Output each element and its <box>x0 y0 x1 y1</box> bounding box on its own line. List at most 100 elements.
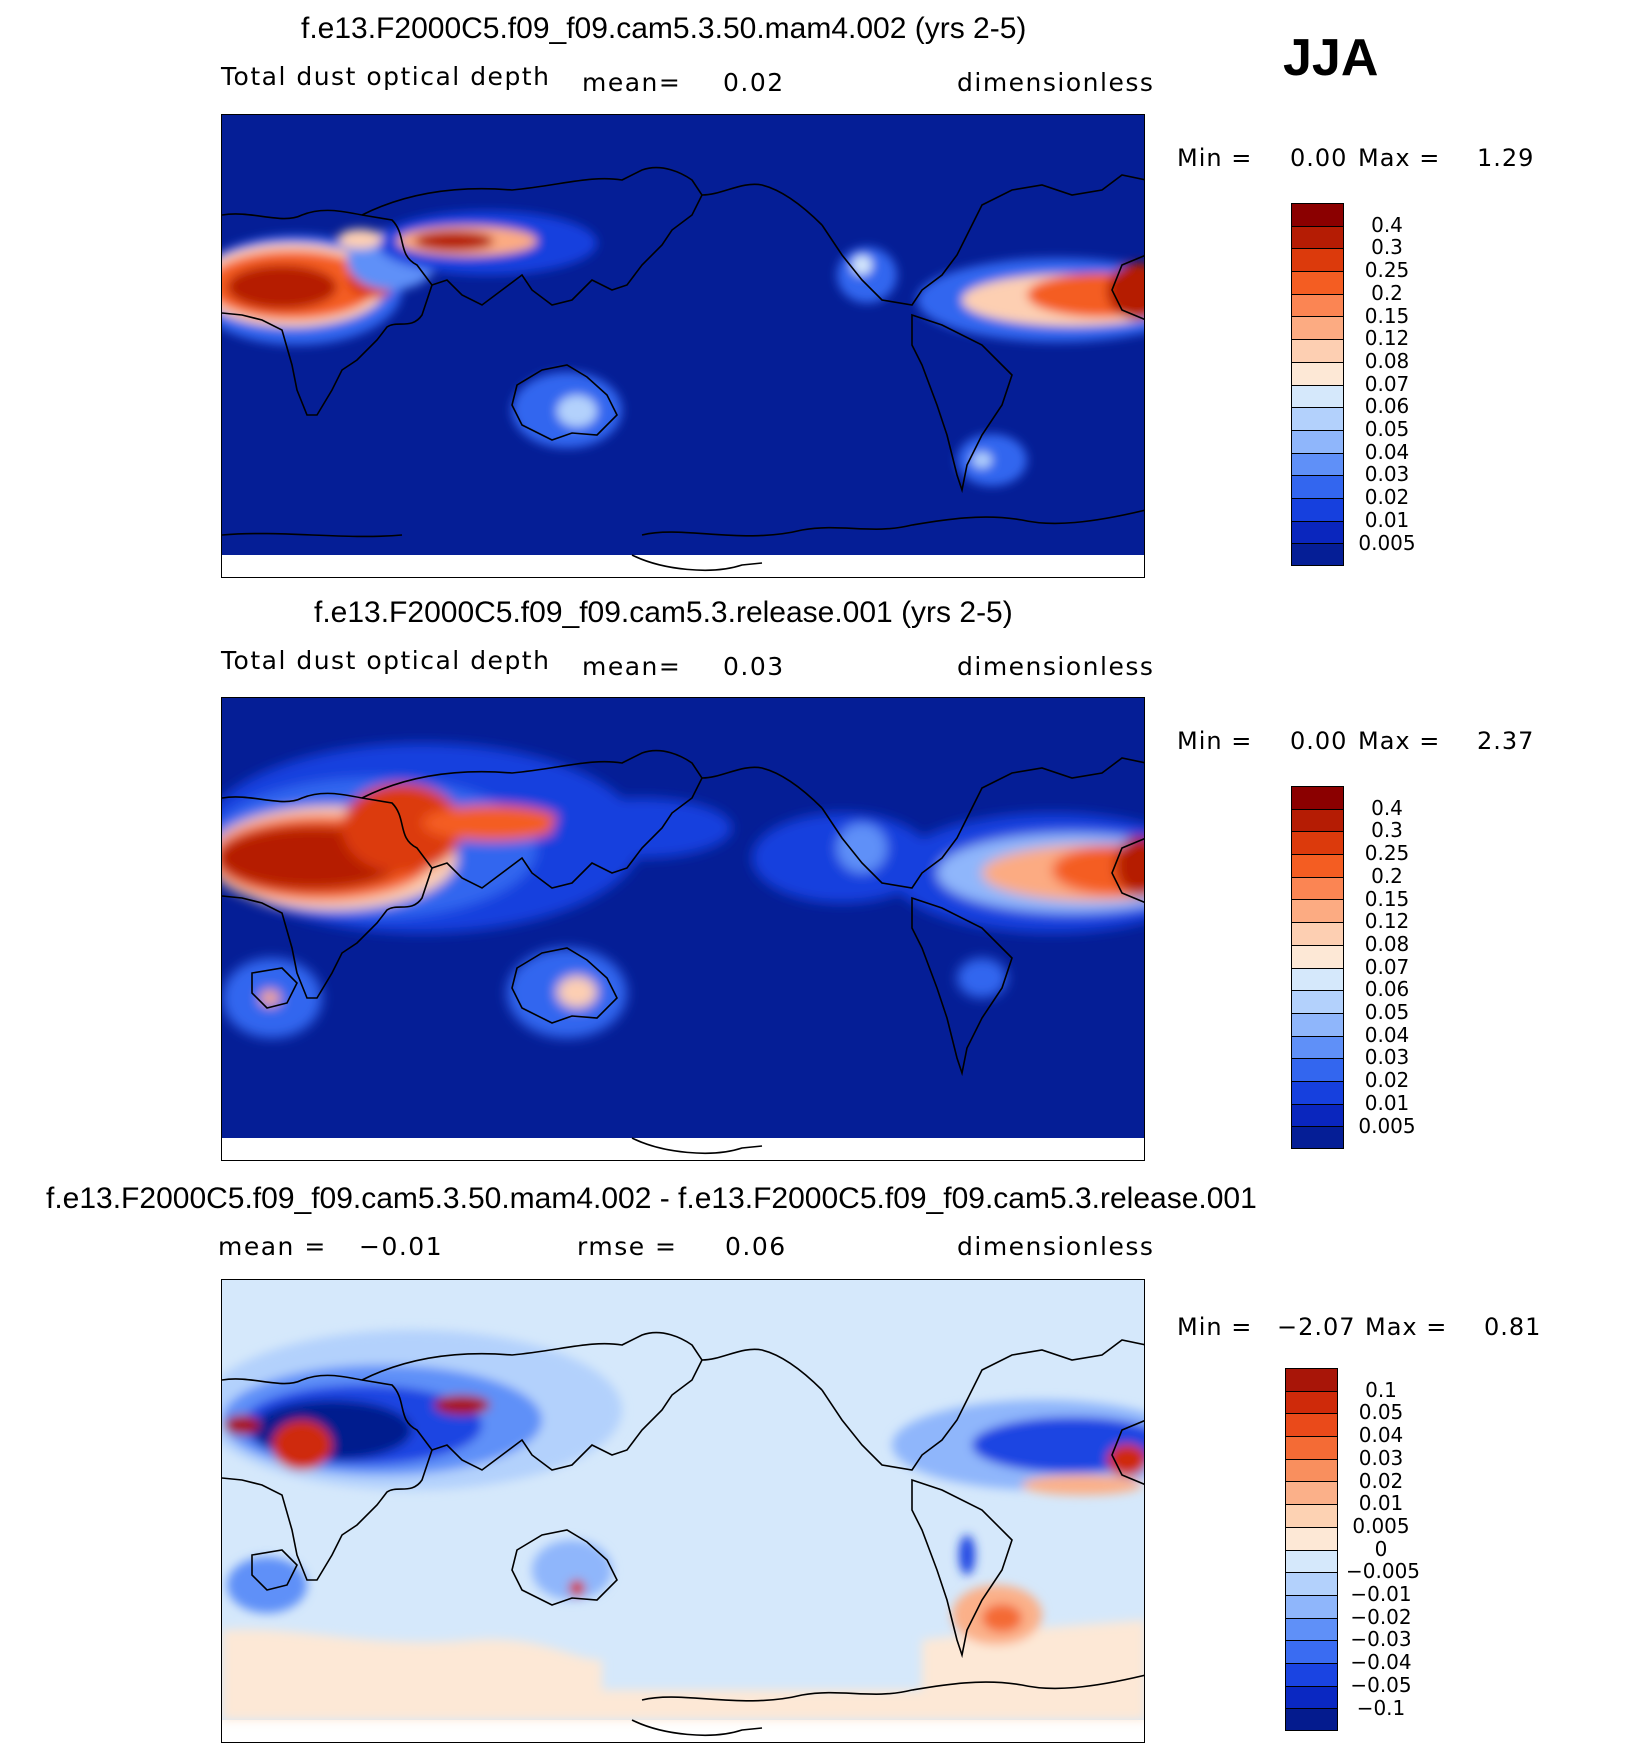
colorbar-swatch <box>1286 1595 1337 1619</box>
colorbar-swatch <box>1292 521 1343 545</box>
colorbar-level-label: 0.06 <box>1364 977 1410 1002</box>
colorbar-swatch <box>1292 1104 1343 1128</box>
colorbar-level-label: 0.08 <box>1364 348 1410 373</box>
colorbar-level-label: 0.15 <box>1364 303 1410 328</box>
colorbar-swatch <box>1286 1437 1337 1460</box>
colorbar-swatch <box>1292 1059 1343 1082</box>
panel3-min-label: Min = <box>1177 1313 1253 1341</box>
panel2-mean-value: 0.03 <box>723 652 785 681</box>
colorbar-swatch <box>1292 968 1343 992</box>
colorbar-level-label: 0.005 <box>1352 1513 1410 1538</box>
colorbar-level-label: 0.12 <box>1364 326 1410 351</box>
colorbar-level-label: 0.02 <box>1364 485 1410 510</box>
colorbar-level-label: 0.25 <box>1364 841 1410 866</box>
panel2-units: dimensionless <box>957 652 1155 681</box>
colorbar-swatch <box>1286 1573 1337 1596</box>
colorbar-swatch <box>1292 498 1343 522</box>
panel1-mean-value: 0.02 <box>723 68 785 97</box>
panel3-units: dimensionless <box>957 1232 1155 1261</box>
colorbar-swatch <box>1286 1459 1337 1483</box>
panel2-map <box>221 697 1145 1161</box>
colorbar-level-label: −0.05 <box>1350 1672 1412 1697</box>
panel1-variable: Total dust optical depth <box>221 62 551 91</box>
panel1-missing-band <box>222 555 1144 577</box>
panel1-mean-label: mean= <box>582 68 682 97</box>
colorbar-swatch <box>1292 453 1343 477</box>
panel3-coastlines <box>222 1331 1144 1736</box>
panel3-mean-label: mean = <box>218 1232 327 1261</box>
colorbar-swatch <box>1286 1641 1337 1664</box>
colorbar-swatch <box>1292 476 1343 499</box>
colorbar-level-label: −0.03 <box>1350 1627 1412 1652</box>
panel1-units: dimensionless <box>957 68 1155 97</box>
panel3-max-label: Max = <box>1365 1313 1448 1341</box>
panel1-max-label: Max = <box>1358 144 1441 172</box>
colorbar-level-label: 0.05 <box>1364 417 1410 441</box>
colorbar-swatches <box>1291 203 1344 567</box>
colorbar-level-label: 0.005 <box>1358 1113 1416 1138</box>
panel3-mean-value: −0.01 <box>359 1232 444 1261</box>
colorbar-swatch <box>1286 1709 1337 1731</box>
colorbar-level-label: 0.02 <box>1358 1468 1404 1493</box>
colorbar-swatch <box>1292 945 1343 969</box>
colorbar-level-label: 0.07 <box>1364 371 1410 396</box>
colorbar-level-label: 0.04 <box>1364 439 1410 464</box>
colorbar-swatch <box>1286 1527 1337 1551</box>
colorbar-swatch <box>1292 544 1343 566</box>
colorbar-swatch <box>1292 923 1343 946</box>
colorbar-level-label: 0.04 <box>1364 1022 1410 1047</box>
colorbar-swatch <box>1292 317 1343 341</box>
colorbar-swatch <box>1286 1369 1337 1392</box>
colorbar-level-label: 0.12 <box>1364 909 1410 934</box>
colorbar-swatch <box>1286 1686 1337 1710</box>
colorbar-swatch <box>1286 1414 1337 1438</box>
colorbar-level-label: −0.02 <box>1350 1604 1412 1629</box>
colorbar-swatch <box>1292 1013 1343 1037</box>
colorbar-level-label: 0.01 <box>1364 1090 1410 1115</box>
colorbar-level-label: 0.03 <box>1364 1045 1410 1070</box>
colorbar-level-label: 0.01 <box>1358 1491 1404 1516</box>
panel2-variable: Total dust optical depth <box>221 646 551 675</box>
colorbar-swatch <box>1292 340 1343 363</box>
colorbar-swatch <box>1292 787 1343 810</box>
colorbar-level-label: 0.3 <box>1371 818 1403 843</box>
colorbar-swatch <box>1292 1127 1343 1149</box>
colorbar-swatch <box>1286 1505 1337 1528</box>
colorbar-swatch <box>1292 991 1343 1014</box>
colorbar-swatch <box>1286 1482 1337 1506</box>
panel2-dust-plumes <box>222 743 1144 1038</box>
colorbar-swatch <box>1286 1391 1337 1415</box>
panel1-min-value: 0.00 <box>1290 144 1348 172</box>
colorbar-level-label: 0 <box>1374 1536 1388 1561</box>
panel1-dust-plumes <box>222 211 1144 486</box>
colorbar-level-label: 0.15 <box>1364 886 1410 911</box>
panel2-missing-band <box>222 1138 1144 1160</box>
colorbar-level-label: 0.04 <box>1358 1423 1404 1448</box>
colorbar-swatch <box>1286 1663 1337 1687</box>
colorbar-level-label: 0.06 <box>1364 394 1410 419</box>
colorbar-swatch <box>1292 900 1343 924</box>
colorbar-swatches <box>1285 1368 1338 1732</box>
colorbar-level-label: 0.4 <box>1371 212 1403 237</box>
colorbar-swatch <box>1286 1550 1337 1574</box>
colorbar-level-label: 0.2 <box>1371 863 1403 888</box>
colorbar-swatch <box>1292 855 1343 878</box>
colorbar-swatch <box>1292 272 1343 295</box>
colorbar-swatches <box>1291 786 1344 1150</box>
panel1-min-label: Min = <box>1177 144 1253 172</box>
panel2-min-label: Min = <box>1177 727 1253 755</box>
panel2-mean-label: mean= <box>582 652 682 681</box>
panel1-title: f.e13.F2000C5.f09_f09.cam5.3.50.mam4.002… <box>301 12 1027 45</box>
colorbar-swatch <box>1286 1618 1337 1642</box>
panel3-rmse-label: rmse = <box>577 1232 678 1261</box>
panel3-title: f.e13.F2000C5.f09_f09.cam5.3.50.mam4.002… <box>46 1182 1257 1215</box>
colorbar-level-label: 0.2 <box>1371 280 1403 305</box>
panel2-title: f.e13.F2000C5.f09_f09.cam5.3.release.001… <box>314 596 1013 629</box>
panel1-coastlines <box>222 166 1144 571</box>
colorbar-level-label: 0.07 <box>1364 954 1410 979</box>
panel3-rmse-value: 0.06 <box>725 1232 787 1261</box>
colorbar-swatch <box>1292 204 1343 227</box>
colorbar-swatch <box>1292 226 1343 250</box>
colorbar-level-label: 0.3 <box>1371 235 1403 260</box>
panel2-coastlines <box>222 749 1144 1154</box>
